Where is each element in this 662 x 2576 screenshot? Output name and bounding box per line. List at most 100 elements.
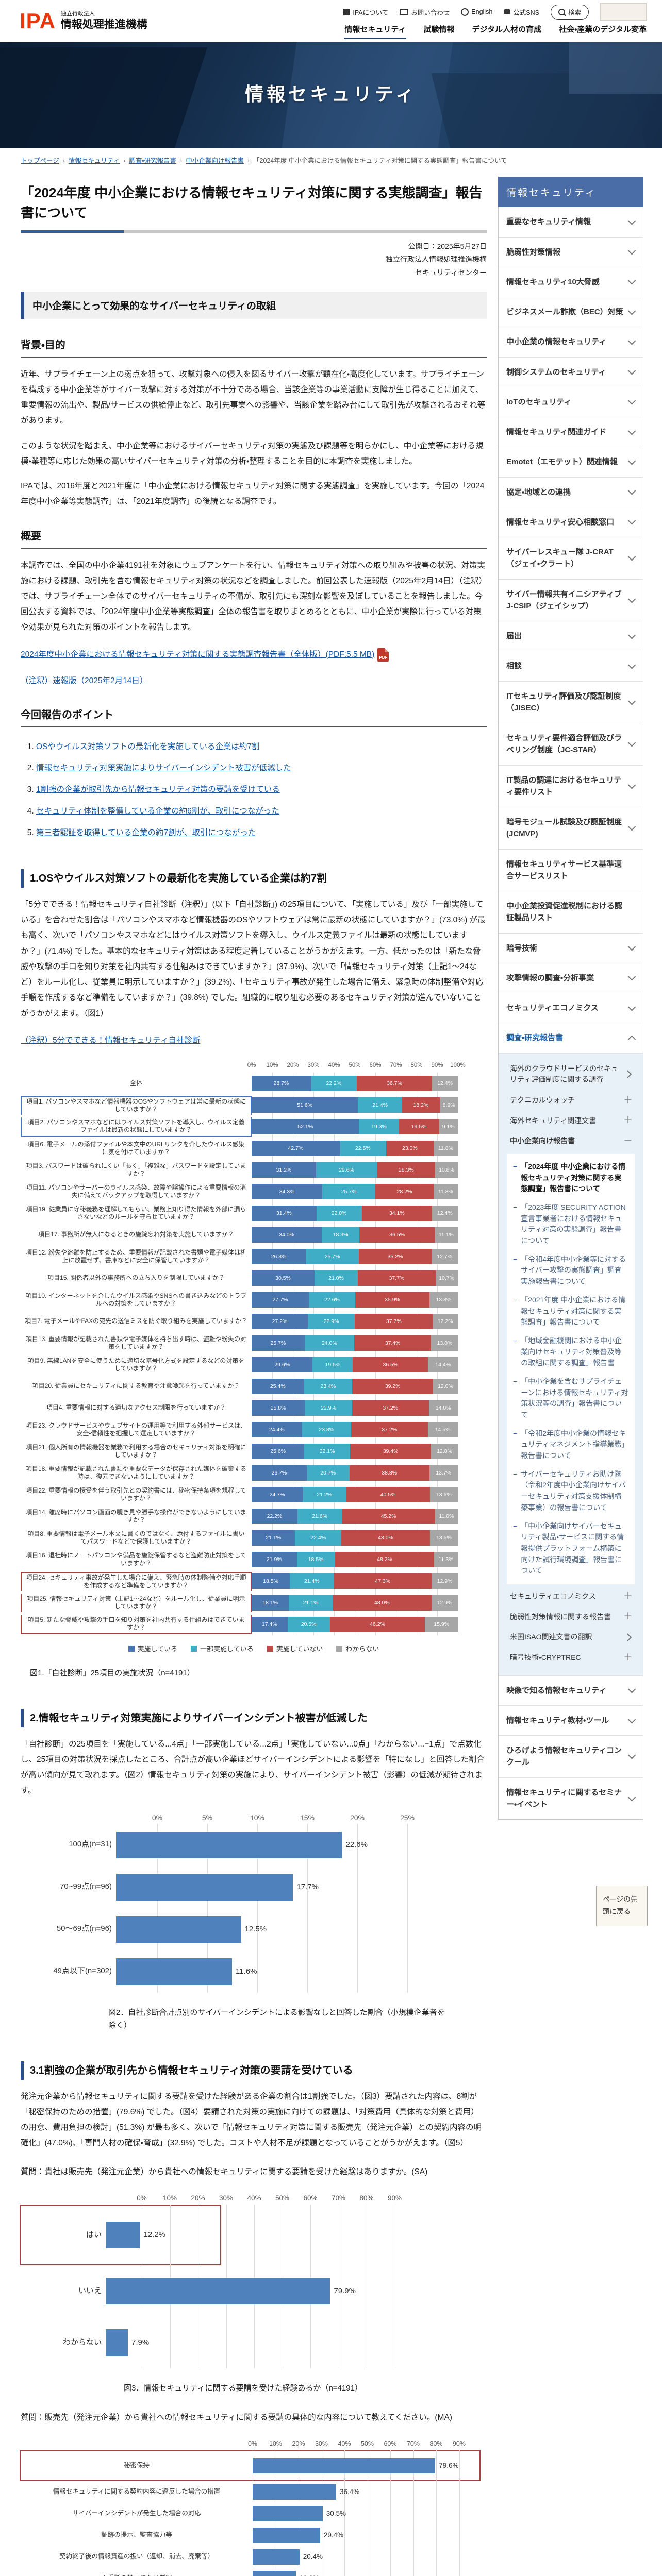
chevron-down-icon — [627, 1003, 636, 1011]
sidebar-item[interactable]: 情報セキュリティサービス基準適合サービスリスト — [499, 850, 643, 891]
flash-report-link[interactable]: （注釈）速報版（2025年2月14日） — [21, 676, 148, 686]
section3-title: 3.1割強の企業が取引先から情報セキュリティ対策の要請を受けている — [21, 2061, 487, 2080]
main-nav-item[interactable]: 社会・産業のデジタル変革 — [559, 25, 647, 34]
chart-row: 70~99点(n=96) 17.7% — [21, 1866, 487, 1908]
sidebar-item[interactable]: サイバー情報共有イニシアティブ J-CSIP（ジェイシップ） — [499, 580, 643, 621]
sidebar-item[interactable]: 暗号モジュール試験及び認証制度 (JCMVP) — [499, 807, 643, 850]
utility-nav-item[interactable]: IPAについて — [343, 7, 388, 17]
x-axis-tick-label: 100% — [450, 1062, 466, 1069]
sidebar-item[interactable]: 脆弱性対策情報 — [499, 238, 643, 267]
bar-segment: 10.8% — [435, 1162, 458, 1178]
sidebar-item[interactable]: 情報セキュリティ10大脅威 — [499, 267, 643, 297]
chevron-down-icon — [627, 1685, 636, 1693]
main-nav-item[interactable]: 試験情報 — [423, 25, 455, 34]
chart-row: はい 12.2% — [21, 2209, 220, 2261]
chart-category-label: 秘密保持 — [123, 2462, 150, 2469]
bar-segment: 28.3% — [377, 1162, 436, 1178]
sidebar-item[interactable]: 調査・研究報告書 — [499, 1023, 643, 1054]
bar-segment: 14.4% — [428, 1357, 458, 1373]
sidebar-item[interactable]: 情報セキュリティ関連ガイド — [499, 417, 643, 448]
chart-category-label: 全体 — [129, 1079, 142, 1087]
bar-value-label: 36.4% — [339, 2488, 360, 2496]
search-button[interactable]: 検索 — [550, 4, 589, 20]
chart-category-label: 項目9. 無線LANを安全に使うために適切な暗号化方式を設定するなどの対策をして… — [27, 1357, 245, 1372]
sidebar-item[interactable]: 重要なセキュリティ情報 — [499, 207, 643, 238]
sidebar-submenu-item[interactable]: 海外のクラウドサービスのセキュリティ評価制度に関する調査 — [503, 1059, 639, 1090]
sidebar-item[interactable]: 届出 — [499, 621, 643, 652]
report-point-link[interactable]: 1割強の企業が取引先から情報セキュリティ対策の要請を受けている — [36, 785, 280, 794]
sidebar-submenu-item[interactable]: 海外セキュリティ関連文書 ＋ — [503, 1111, 639, 1131]
sidebar-item[interactable]: ITセキュリティ評価及び認証制度（JISEC） — [499, 682, 643, 723]
sidebar-report-link[interactable]: − 「中小企業を含むサプライチェーンにおける情報セキュリティ対策状況等の調査」報告… — [510, 1372, 632, 1425]
breadcrumb-link[interactable]: トップページ — [21, 157, 59, 164]
chart-x-axis: 0% 10% 20% 30% 40% 50% 60% 70% 80% 90% 100% — [21, 1062, 487, 1073]
sidebar-report-link[interactable]: − 「令和2年度中小企業の情報セキュリティマネジメント指導業務」報告書について — [510, 1425, 632, 1465]
sidebar-item[interactable]: 中小企業の情報セキュリティ — [499, 327, 643, 358]
x-axis-tick-label: 80% — [429, 2439, 443, 2447]
x-axis-tick-label: 10% — [269, 2439, 283, 2447]
utility-nav-item[interactable]: 公式SNS — [504, 7, 539, 17]
sidebar-item[interactable]: ひろげよう情報セキュリティコンクール — [499, 1736, 643, 1778]
sidebar-item[interactable]: サイバーレスキュー隊 J-CRAT（ジェイ・クラート） — [499, 537, 643, 580]
sidebar-report-link[interactable]: − 「中小企業向けサイバーセキュリティ製品・サービスに関する情報提供プラットフォー… — [510, 1517, 632, 1580]
sidebar-item[interactable]: 映像で知る情報セキュリティ — [499, 1676, 643, 1706]
sidebar-item[interactable]: 攻撃情報の調査・分析事業 — [499, 963, 643, 993]
breadcrumb-link[interactable]: 情報セキュリティ — [68, 157, 120, 164]
sidebar-report-link[interactable]: − サイバーセキュリティお助け隊（令和2年度中小企業向けサイバーセキュリティ対策支… — [510, 1465, 632, 1517]
sidebar-submenu-item[interactable]: 脆弱性対策情報に関する報告書 ＋ — [503, 1607, 639, 1628]
sidebar-item[interactable]: 制御システムのセキュリティ — [499, 358, 643, 387]
sidebar-item[interactable]: 中小企業投資促進税制における認証製品リスト — [499, 891, 643, 934]
utility-nav-item[interactable]: English — [461, 7, 492, 17]
sidebar-item[interactable]: 情報セキュリティ教材・ツール — [499, 1706, 643, 1736]
chart-row: 項目16. 退社時にノートパソコンや備品を施錠保管するなど盗難防止対策をしていま… — [21, 1549, 487, 1570]
header-menu-box[interactable] — [600, 3, 647, 21]
bar-segment: 14.0% — [428, 1400, 458, 1416]
bar-segment: 27.7% — [252, 1292, 309, 1308]
report-point-link[interactable]: 情報セキュリティ対策実施によりサイバーインシデント被害が低減した — [36, 764, 291, 773]
chart-category-label: 項目5. 新たな脅威や攻撃の手口を知り対策を社内共有する仕組みはできていますか？ — [21, 1615, 252, 1634]
sidebar-report-label: 「2024年度 中小企業における情報セキュリティ対策に関する実態調査」報告書につ… — [521, 1162, 626, 1193]
sidebar-item[interactable]: 暗号技術 — [499, 934, 643, 963]
sidebar-header[interactable]: 情報セキュリティ — [498, 177, 655, 1762]
sidebar-item[interactable]: セキュリティ要件適合評価及びラベリング制度（JC-STAR） — [499, 723, 643, 766]
report-pdf-link[interactable]: 2024年度中小企業における情報セキュリティ対策に関する実態調査報告書（全体版）… — [21, 650, 375, 659]
bar-segment: 37.4% — [354, 1335, 432, 1351]
bar-segment: 18.2% — [402, 1097, 440, 1113]
sidebar-report-link[interactable]: − 「令和4年度中小企業等に対するサイバー攻撃の実態調査」調査実施報告書について — [510, 1250, 632, 1291]
back-to-top-button[interactable]: ページの先頭に戻る — [596, 1886, 648, 1926]
sidebar-item[interactable]: 情報セキュリティ安心相談窓口 — [499, 507, 643, 537]
ipa-logo[interactable]: IPA 独立行政法人 情報処理推進機構 — [20, 10, 147, 32]
sidebar-item[interactable]: Emotet（エモテット）関連情報 — [499, 447, 643, 478]
sidebar-item[interactable]: 情報セキュリティに関するセミナー・イベント — [499, 1778, 643, 1820]
sidebar-submenu-item[interactable]: 米国ISAO関連文書の翻訳 — [503, 1627, 639, 1648]
sidebar-submenu-item[interactable]: セキュリティエコノミクス ＋ — [503, 1586, 639, 1607]
utility-nav-item[interactable]: お問い合わせ — [400, 7, 450, 17]
sidebar-item[interactable]: IT製品の調達におけるセキュリティ要件リスト — [499, 766, 643, 807]
main-nav-item[interactable]: 情報セキュリティ — [344, 24, 406, 39]
hero-banner: 情報セキュリティ — [0, 42, 662, 148]
self-check-note-link[interactable]: （注釈）5分でできる！情報セキュリティ自社診断 — [21, 1036, 201, 1045]
sidebar-item[interactable]: ビジネスメール詐欺（BEC）対策 — [499, 297, 643, 328]
sidebar-item[interactable]: セキュリティエコノミクス — [499, 993, 643, 1024]
breadcrumb-link[interactable]: 調査・研究報告書 — [129, 157, 177, 164]
sidebar-item[interactable]: 協定・地域との連携 — [499, 478, 643, 507]
sidebar-report-link[interactable]: − 「2024年度 中小企業における情報セキュリティ対策に関する実態調査」報告書に… — [510, 1158, 632, 1198]
sidebar-item[interactable]: IoTのセキュリティ — [499, 387, 643, 417]
sidebar-submenu-item[interactable]: 中小企業向け報告書 － — [503, 1131, 639, 1151]
sidebar-submenu-item[interactable]: 暗号技術・CRYPTREC ＋ — [503, 1648, 639, 1668]
sidebar-report-link[interactable]: − 「地域金融機関における中小企業向けセキュリティ対策普及等の取組に関する調査」報… — [510, 1332, 632, 1372]
sidebar-submenu-item[interactable]: テクニカルウォッチ ＋ — [503, 1090, 639, 1111]
report-point-link[interactable]: OSやウイルス対策ソフトの最新化を実施している企業は約7割 — [36, 742, 260, 751]
report-point-link[interactable]: 第三者認証を取得している企業の約7割が、取引につながった — [36, 828, 256, 838]
chevron-right-icon — [647, 1754, 655, 1762]
sidebar-item-label: 暗号モジュール試験及び認証制度 (JCMVP) — [506, 818, 622, 839]
report-point-link[interactable]: セキュリティ体制を整備している企業の約6割が、取引につながった — [36, 807, 279, 816]
bar-fill — [253, 2549, 300, 2565]
gridline — [413, 2450, 414, 2576]
breadcrumb-link[interactable]: 中小企業向け報告書 — [186, 157, 244, 164]
sidebar-report-link[interactable]: − 「2021年度 中小企業における情報セキュリティ対策に関する実態調査」報告書に… — [510, 1291, 632, 1332]
sidebar-item[interactable]: 相談 — [499, 651, 643, 682]
main-nav-item[interactable]: デジタル人材の育成 — [472, 25, 542, 34]
bar-segment: 18.5% — [252, 1573, 290, 1589]
sidebar-report-link[interactable]: − 「2023年度 SECURITY ACTION宣言事業者における情報セキュリテ… — [510, 1198, 632, 1250]
